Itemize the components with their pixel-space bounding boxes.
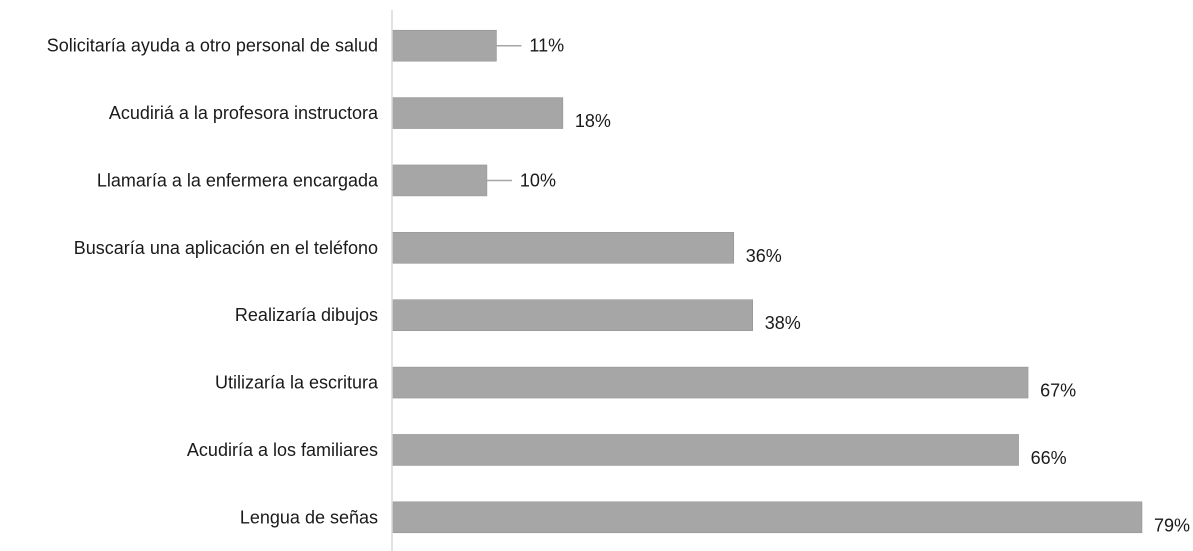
category-label: Realizaría dibujos — [235, 305, 378, 325]
category-label: Buscaría una aplicación en el teléfono — [74, 238, 378, 258]
data-label: 11% — [529, 36, 564, 56]
category-label: Acudiría a los familiares — [187, 440, 378, 460]
bars-layer — [391, 29, 1143, 534]
bar — [391, 97, 564, 129]
data-label: 18% — [575, 111, 611, 131]
bar — [391, 29, 497, 62]
data-label: 66% — [1031, 448, 1067, 468]
category-label: Acudiriá a la profesora instructora — [109, 103, 379, 123]
category-label: Lengua de señas — [240, 507, 378, 527]
bar — [391, 232, 735, 264]
bar — [391, 164, 488, 197]
category-label: Llamaría a la enfermera encargada — [97, 170, 379, 190]
bar — [391, 434, 1019, 466]
bar — [391, 366, 1029, 399]
bar — [391, 299, 754, 331]
category-label: Utilizaría la escritura — [215, 373, 379, 393]
data-label: 10% — [520, 170, 556, 190]
data-label: 36% — [746, 246, 782, 266]
data-label: 79% — [1154, 515, 1190, 535]
category-label: Solicitaría ayuda a otro personal de sal… — [47, 36, 378, 56]
bar — [391, 501, 1143, 534]
labels-layer: Solicitaría ayuda a otro personal de sal… — [47, 36, 1190, 536]
data-label: 67% — [1040, 381, 1076, 401]
data-label: 38% — [765, 313, 801, 333]
